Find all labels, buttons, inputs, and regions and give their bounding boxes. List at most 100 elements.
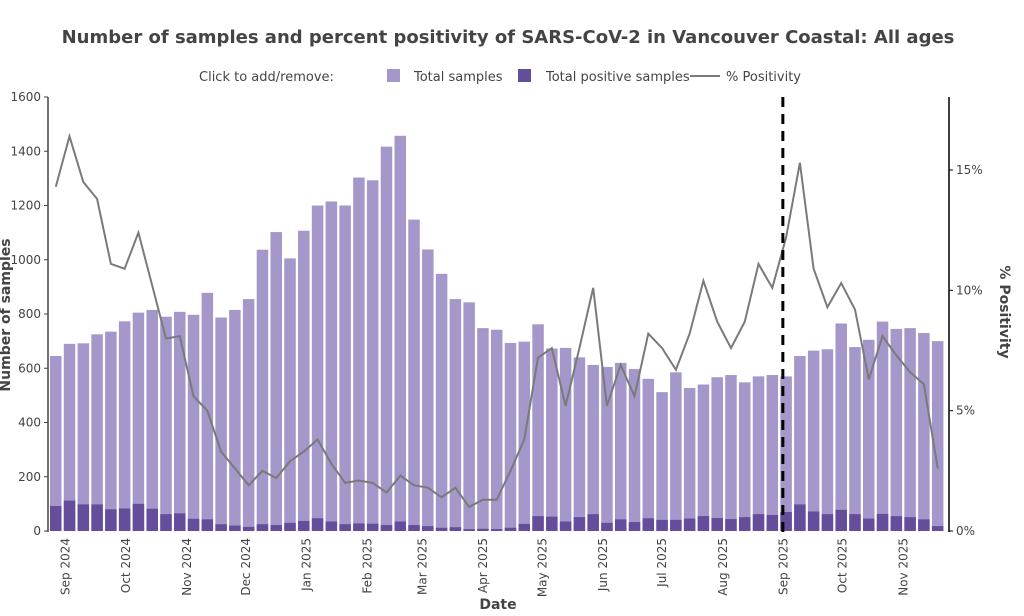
- y2-tick-label: 0%: [956, 524, 975, 538]
- legend-label-total-positive: Total positive samples: [545, 70, 690, 85]
- bar-total-positive: [601, 522, 613, 531]
- bar-total-positive: [752, 514, 765, 531]
- bar-total-samples: [435, 273, 448, 531]
- bar-total-positive: [298, 520, 310, 531]
- bar-total-positive: [794, 504, 806, 531]
- right-axis-ticks: 0% 5% 10% 15%: [949, 163, 983, 538]
- bar-total-positive: [463, 529, 475, 531]
- bar-total-positive: [63, 500, 76, 531]
- bar-total-samples: [546, 348, 558, 531]
- bar-total-samples: [780, 376, 792, 531]
- bar-total-samples: [91, 334, 103, 531]
- y-tick-label: 0: [33, 524, 41, 538]
- bar-total-positive: [132, 503, 145, 531]
- bar-total-positive: [628, 522, 641, 531]
- x-tick-label: Dec 2024: [239, 538, 253, 596]
- bar-total-positive: [863, 518, 875, 531]
- x-tick-label: Feb 2025: [360, 538, 374, 594]
- bar-total-positive: [270, 525, 282, 531]
- bar-total-samples: [821, 349, 834, 531]
- bar-total-positive: [435, 527, 448, 531]
- legend-item-total-positive[interactable]: Total positive samples: [518, 69, 690, 85]
- bar-total-samples: [863, 339, 875, 531]
- bar-total-samples: [683, 388, 696, 531]
- bar-total-positive: [918, 519, 930, 531]
- bar-total-samples: [532, 324, 544, 531]
- x-tick-label: Nov 2025: [896, 538, 910, 596]
- bar-total-positive: [490, 529, 503, 531]
- bar-total-positive: [780, 512, 792, 531]
- bar-total-positive: [931, 526, 944, 531]
- y-tick-label: 400: [18, 416, 41, 430]
- bar-total-samples: [132, 312, 145, 531]
- bar-total-samples: [408, 219, 420, 532]
- x-tick-label: Mar 2025: [415, 538, 429, 595]
- bar-total-positive: [904, 517, 916, 531]
- bar-total-positive: [835, 509, 847, 531]
- bar-total-positive: [683, 518, 696, 531]
- bar-total-samples: [670, 372, 682, 531]
- bar-total-samples: [739, 382, 751, 531]
- bar-total-samples: [766, 375, 779, 531]
- bar-total-samples: [77, 343, 90, 531]
- bar-total-positive: [146, 508, 158, 531]
- bar-total-samples: [931, 341, 944, 531]
- y2-tick-label: 10%: [956, 283, 983, 297]
- bar-total-positive: [573, 517, 586, 531]
- bar-total-positive: [642, 518, 655, 531]
- x-tick-label: Jan 2025: [300, 538, 314, 592]
- bar-total-samples: [50, 356, 62, 531]
- bar-total-samples: [642, 378, 655, 531]
- legend-item-positivity[interactable]: % Positivity: [690, 70, 801, 85]
- bar-total-samples: [904, 328, 916, 531]
- bar-total-samples: [325, 201, 338, 531]
- bar-total-samples: [422, 249, 434, 531]
- bar-total-samples: [725, 375, 737, 531]
- bar-total-positive: [394, 521, 406, 531]
- bar-total-samples: [366, 180, 379, 531]
- bar-total-samples: [160, 316, 172, 531]
- x-tick-label: Apr 2025: [476, 538, 490, 593]
- bar-total-samples: [876, 321, 889, 531]
- legend-swatch-total-samples: [387, 69, 400, 82]
- bar-total-samples: [353, 177, 365, 531]
- y-tick-label: 1200: [10, 199, 41, 213]
- bar-total-samples: [490, 329, 503, 531]
- bar-total-samples: [656, 392, 668, 531]
- bar-total-positive: [284, 522, 296, 531]
- legend-swatch-total-positive: [518, 69, 531, 82]
- bar-total-positive: [215, 524, 227, 531]
- bar-total-samples: [601, 366, 613, 531]
- x-tick-label: Oct 2025: [836, 538, 850, 593]
- bar-total-samples: [229, 309, 241, 531]
- bar-total-samples: [463, 302, 475, 531]
- y2-axis-title: % Positivity: [996, 265, 1012, 358]
- bar-total-positive: [256, 524, 269, 531]
- x-axis-title: Date: [479, 597, 516, 613]
- bar-total-samples: [105, 331, 117, 531]
- bar-total-positive: [807, 511, 820, 531]
- bar-total-samples: [242, 299, 255, 531]
- bars-total-samples: [50, 135, 944, 532]
- x-tick-label: May 2025: [535, 538, 549, 597]
- bar-total-samples: [394, 135, 406, 531]
- legend-item-total-samples[interactable]: Total samples: [387, 69, 503, 85]
- y-tick-label: 600: [18, 361, 41, 375]
- bar-total-samples: [504, 343, 517, 531]
- bar-total-positive: [546, 516, 558, 531]
- bar-total-positive: [325, 521, 338, 531]
- x-tick-label: Nov 2024: [180, 538, 194, 596]
- bar-total-positive: [77, 504, 90, 531]
- bar-total-positive: [849, 514, 861, 531]
- bar-total-positive: [50, 506, 62, 531]
- bar-total-samples: [284, 258, 296, 531]
- bar-total-samples: [118, 321, 131, 531]
- y2-tick-label: 5%: [956, 404, 975, 418]
- bar-total-positive: [339, 524, 351, 531]
- positivity-line: [54, 132, 939, 509]
- bar-total-positive: [670, 519, 682, 531]
- x-tick-label: Sep 2025: [776, 538, 790, 595]
- bar-total-samples: [256, 249, 269, 531]
- x-tick-label: Oct 2024: [119, 538, 133, 593]
